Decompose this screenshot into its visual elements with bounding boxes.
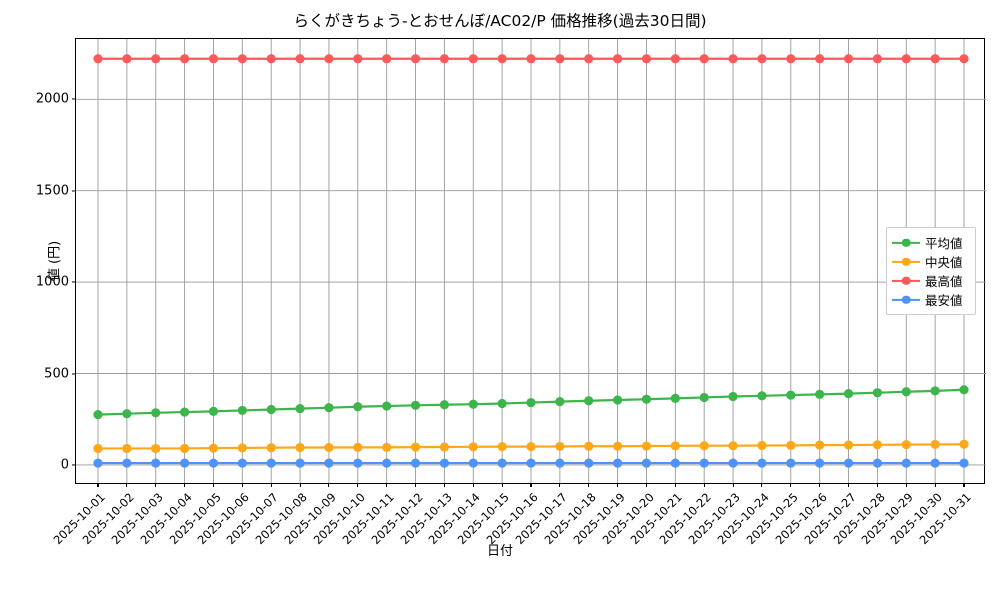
plot-area: 0 500 1000 1500 2000 2025-10-01 2025-10-02 202… xyxy=(36,38,986,547)
x-tick-mark xyxy=(299,483,301,487)
legend-item-label: 最高値 xyxy=(925,274,963,289)
x-tick-mark xyxy=(905,483,907,487)
chart-legend: 平均値中央値最高値最安値 xyxy=(886,227,976,315)
x-tick-mark xyxy=(819,483,821,487)
x-tick-mark xyxy=(645,483,647,487)
x-tick-mark xyxy=(97,483,99,487)
x-tick-mark xyxy=(386,483,388,487)
y-tick-mark xyxy=(72,464,76,466)
legend-swatch-icon xyxy=(892,237,920,249)
x-tick-mark xyxy=(703,483,705,487)
x-tick-mark xyxy=(530,483,532,487)
legend-item-label: 平均値 xyxy=(925,236,963,251)
legend-item-label: 中央値 xyxy=(925,255,963,270)
x-tick-mark xyxy=(876,483,878,487)
y-tick-mark xyxy=(72,281,76,283)
legend-item[interactable]: 平均値 xyxy=(892,233,969,252)
x-tick-mark xyxy=(328,483,330,487)
y-tick-mark xyxy=(72,98,76,100)
legend-item-label: 最安値 xyxy=(925,293,963,308)
x-tick-mark xyxy=(270,483,272,487)
series-markers xyxy=(93,54,969,468)
x-tick-mark xyxy=(184,483,186,487)
x-tick-mark xyxy=(588,483,590,487)
y-axis-label: 値 (円) xyxy=(47,240,63,282)
legend-swatch-icon xyxy=(892,294,920,306)
x-tick-mark xyxy=(212,483,214,487)
x-tick-mark xyxy=(241,483,243,487)
x-tick-mark xyxy=(357,483,359,487)
chart-title: らくがきちょう-とおせんぼ/AC02/P 価格推移(過去30日間) xyxy=(293,12,707,30)
y-tick-mark xyxy=(72,190,76,192)
x-tick-mark xyxy=(761,483,763,487)
y-tick-label: 0 xyxy=(60,457,69,473)
x-tick-mark xyxy=(847,483,850,487)
legend-item[interactable]: 最高値 xyxy=(892,271,969,290)
y-tick-mark xyxy=(72,372,76,375)
x-tick-mark xyxy=(414,483,417,487)
y-tick-label: 1500 xyxy=(35,183,69,199)
legend-item[interactable]: 中央値 xyxy=(892,252,969,271)
y-tick-label: 1000 xyxy=(35,274,69,290)
x-tick-mark xyxy=(934,483,936,487)
legend-swatch-icon xyxy=(892,275,920,287)
x-tick-mark xyxy=(617,483,619,487)
x-axis-label: 日付 xyxy=(486,544,513,559)
x-tick-mark xyxy=(443,483,445,487)
x-tick-mark xyxy=(126,483,128,487)
x-tick-mark xyxy=(501,483,503,487)
x-tick-mark xyxy=(790,483,792,487)
legend-swatch-icon xyxy=(892,256,920,268)
x-tick-mark xyxy=(963,483,965,487)
x-tick-mark xyxy=(472,483,474,487)
x-tick-mark xyxy=(674,483,676,487)
y-tick-label: 2000 xyxy=(35,91,69,107)
x-tick-mark xyxy=(155,483,157,487)
plot-svg xyxy=(76,39,986,485)
grid-lines xyxy=(76,39,986,485)
y-tick-label: 500 xyxy=(44,366,69,381)
x-tick-mark xyxy=(732,483,734,487)
legend-item[interactable]: 最安値 xyxy=(892,290,969,309)
x-tick-mark xyxy=(559,483,561,487)
